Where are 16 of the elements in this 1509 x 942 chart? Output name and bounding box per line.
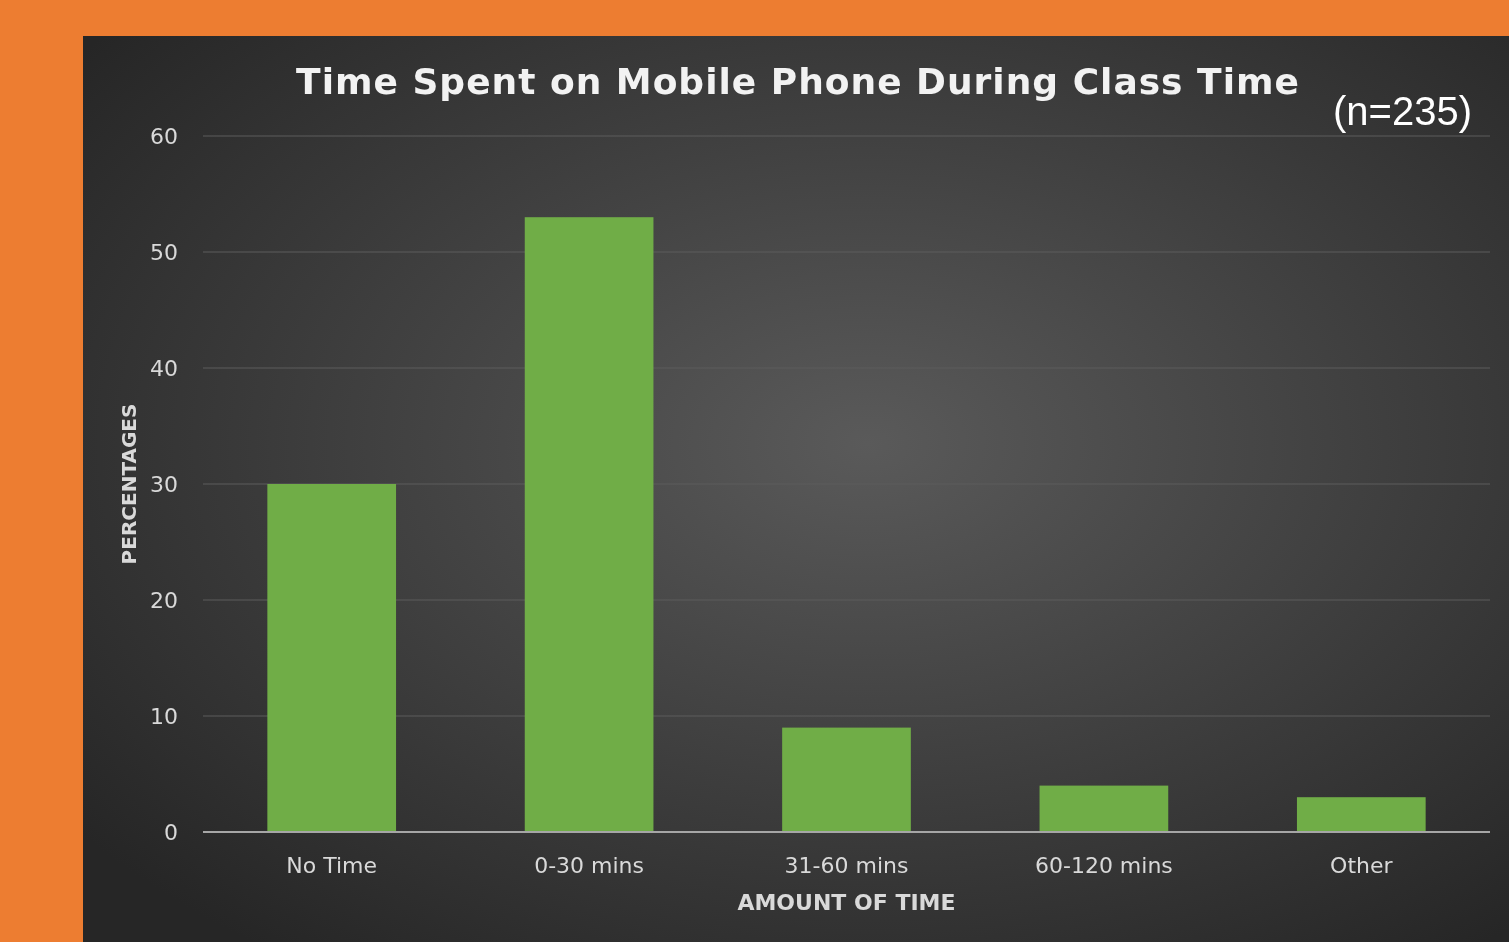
y-axis-title: PERCENTAGES — [117, 403, 141, 565]
text: (n=235) — [1333, 89, 1472, 133]
x-tick-label: Other — [1330, 853, 1394, 878]
y-tick-label: 10 — [150, 703, 178, 729]
x-tick-label: 0-30 mins — [534, 853, 645, 878]
y-tick-label: 20 — [150, 587, 178, 613]
x-tick-label: 60-120 mins — [1034, 853, 1173, 878]
x-axis-title: AMOUNT OF TIME — [737, 890, 956, 915]
chart-title: Time Spent on Mobile Phone During Class Time — [296, 61, 1300, 102]
y-tick-label: 0 — [164, 819, 178, 845]
x-tick-label: 31-60 mins — [784, 853, 909, 878]
y-tick-label: 30 — [150, 471, 178, 497]
y-tick-label: 50 — [150, 239, 178, 265]
x-tick-label: No Time — [286, 853, 378, 878]
y-tick-label: 60 — [150, 123, 178, 149]
y-tick-label: 40 — [150, 355, 178, 381]
